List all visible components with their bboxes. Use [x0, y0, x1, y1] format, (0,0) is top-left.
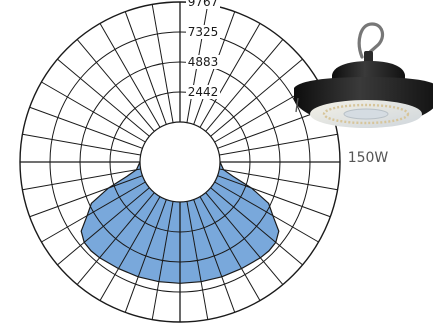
polar-spoke: [214, 181, 279, 243]
polar-spoke: [219, 133, 338, 156]
polar-spoke: [22, 133, 141, 156]
polar-spoke: [151, 201, 174, 284]
polar-spoke: [124, 199, 167, 284]
polar-spoke: [99, 23, 161, 128]
product-wattage-label: 150W: [348, 150, 389, 166]
radial-tick-label: 9767: [188, 0, 219, 9]
radial-tick-label: 7325: [188, 25, 219, 39]
tick-label-bg: [186, 85, 220, 99]
polar-spoke: [76, 39, 155, 132]
polar-spoke: [151, 4, 174, 123]
radial-tick-label: 4883: [188, 55, 219, 69]
radial-tick-labels: 2442 4883 7325 9767: [186, 0, 220, 99]
tick-label-bg: [186, 0, 220, 9]
polar-spoke: [41, 81, 146, 143]
polar-spoke: [205, 39, 284, 132]
polar-spoke: [81, 187, 150, 266]
polar-spoke: [29, 106, 143, 149]
polar-spoke: [210, 58, 303, 137]
polar-spoke: [81, 181, 146, 243]
polar-spoke: [22, 168, 141, 191]
ufo-high-bay-light-icon: [294, 22, 433, 128]
center-circle: [139, 121, 221, 203]
polar-spoke: [124, 11, 167, 125]
polar-spoke: [210, 187, 279, 266]
radial-tick-label: 2442: [188, 85, 219, 99]
polar-spoke: [219, 168, 338, 191]
tick-label-bg: [186, 55, 220, 69]
polar-spoke: [57, 58, 150, 137]
polar-spoke: [199, 23, 261, 128]
tick-label-bg: [186, 25, 220, 39]
polar-spoke: [193, 199, 236, 284]
polar-spoke: [186, 201, 209, 284]
